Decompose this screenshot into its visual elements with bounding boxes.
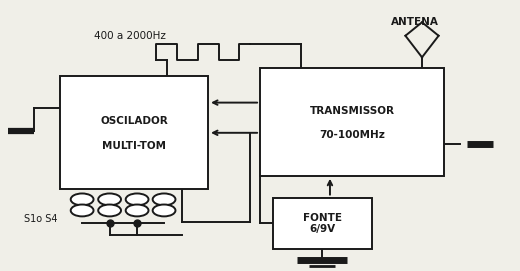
Text: 70-100MHz: 70-100MHz — [319, 130, 385, 140]
Text: OSCILADOR: OSCILADOR — [100, 117, 168, 127]
Text: ANTENA: ANTENA — [391, 17, 439, 27]
Bar — [260, 68, 444, 176]
Circle shape — [153, 205, 175, 216]
Circle shape — [98, 205, 121, 216]
Circle shape — [98, 193, 121, 205]
Bar — [60, 76, 208, 189]
Circle shape — [153, 193, 175, 205]
Text: 6/9V: 6/9V — [309, 224, 335, 234]
Circle shape — [71, 205, 94, 216]
Text: TRANSMISSOR: TRANSMISSOR — [309, 106, 395, 116]
Text: S1o S4: S1o S4 — [24, 214, 58, 224]
Circle shape — [126, 205, 149, 216]
Circle shape — [71, 193, 94, 205]
Circle shape — [126, 193, 149, 205]
Text: FONTE: FONTE — [303, 213, 342, 223]
Text: 400 a 2000Hz: 400 a 2000Hz — [95, 31, 166, 41]
Bar — [273, 198, 371, 249]
Text: MULTI-TOM: MULTI-TOM — [102, 141, 166, 151]
